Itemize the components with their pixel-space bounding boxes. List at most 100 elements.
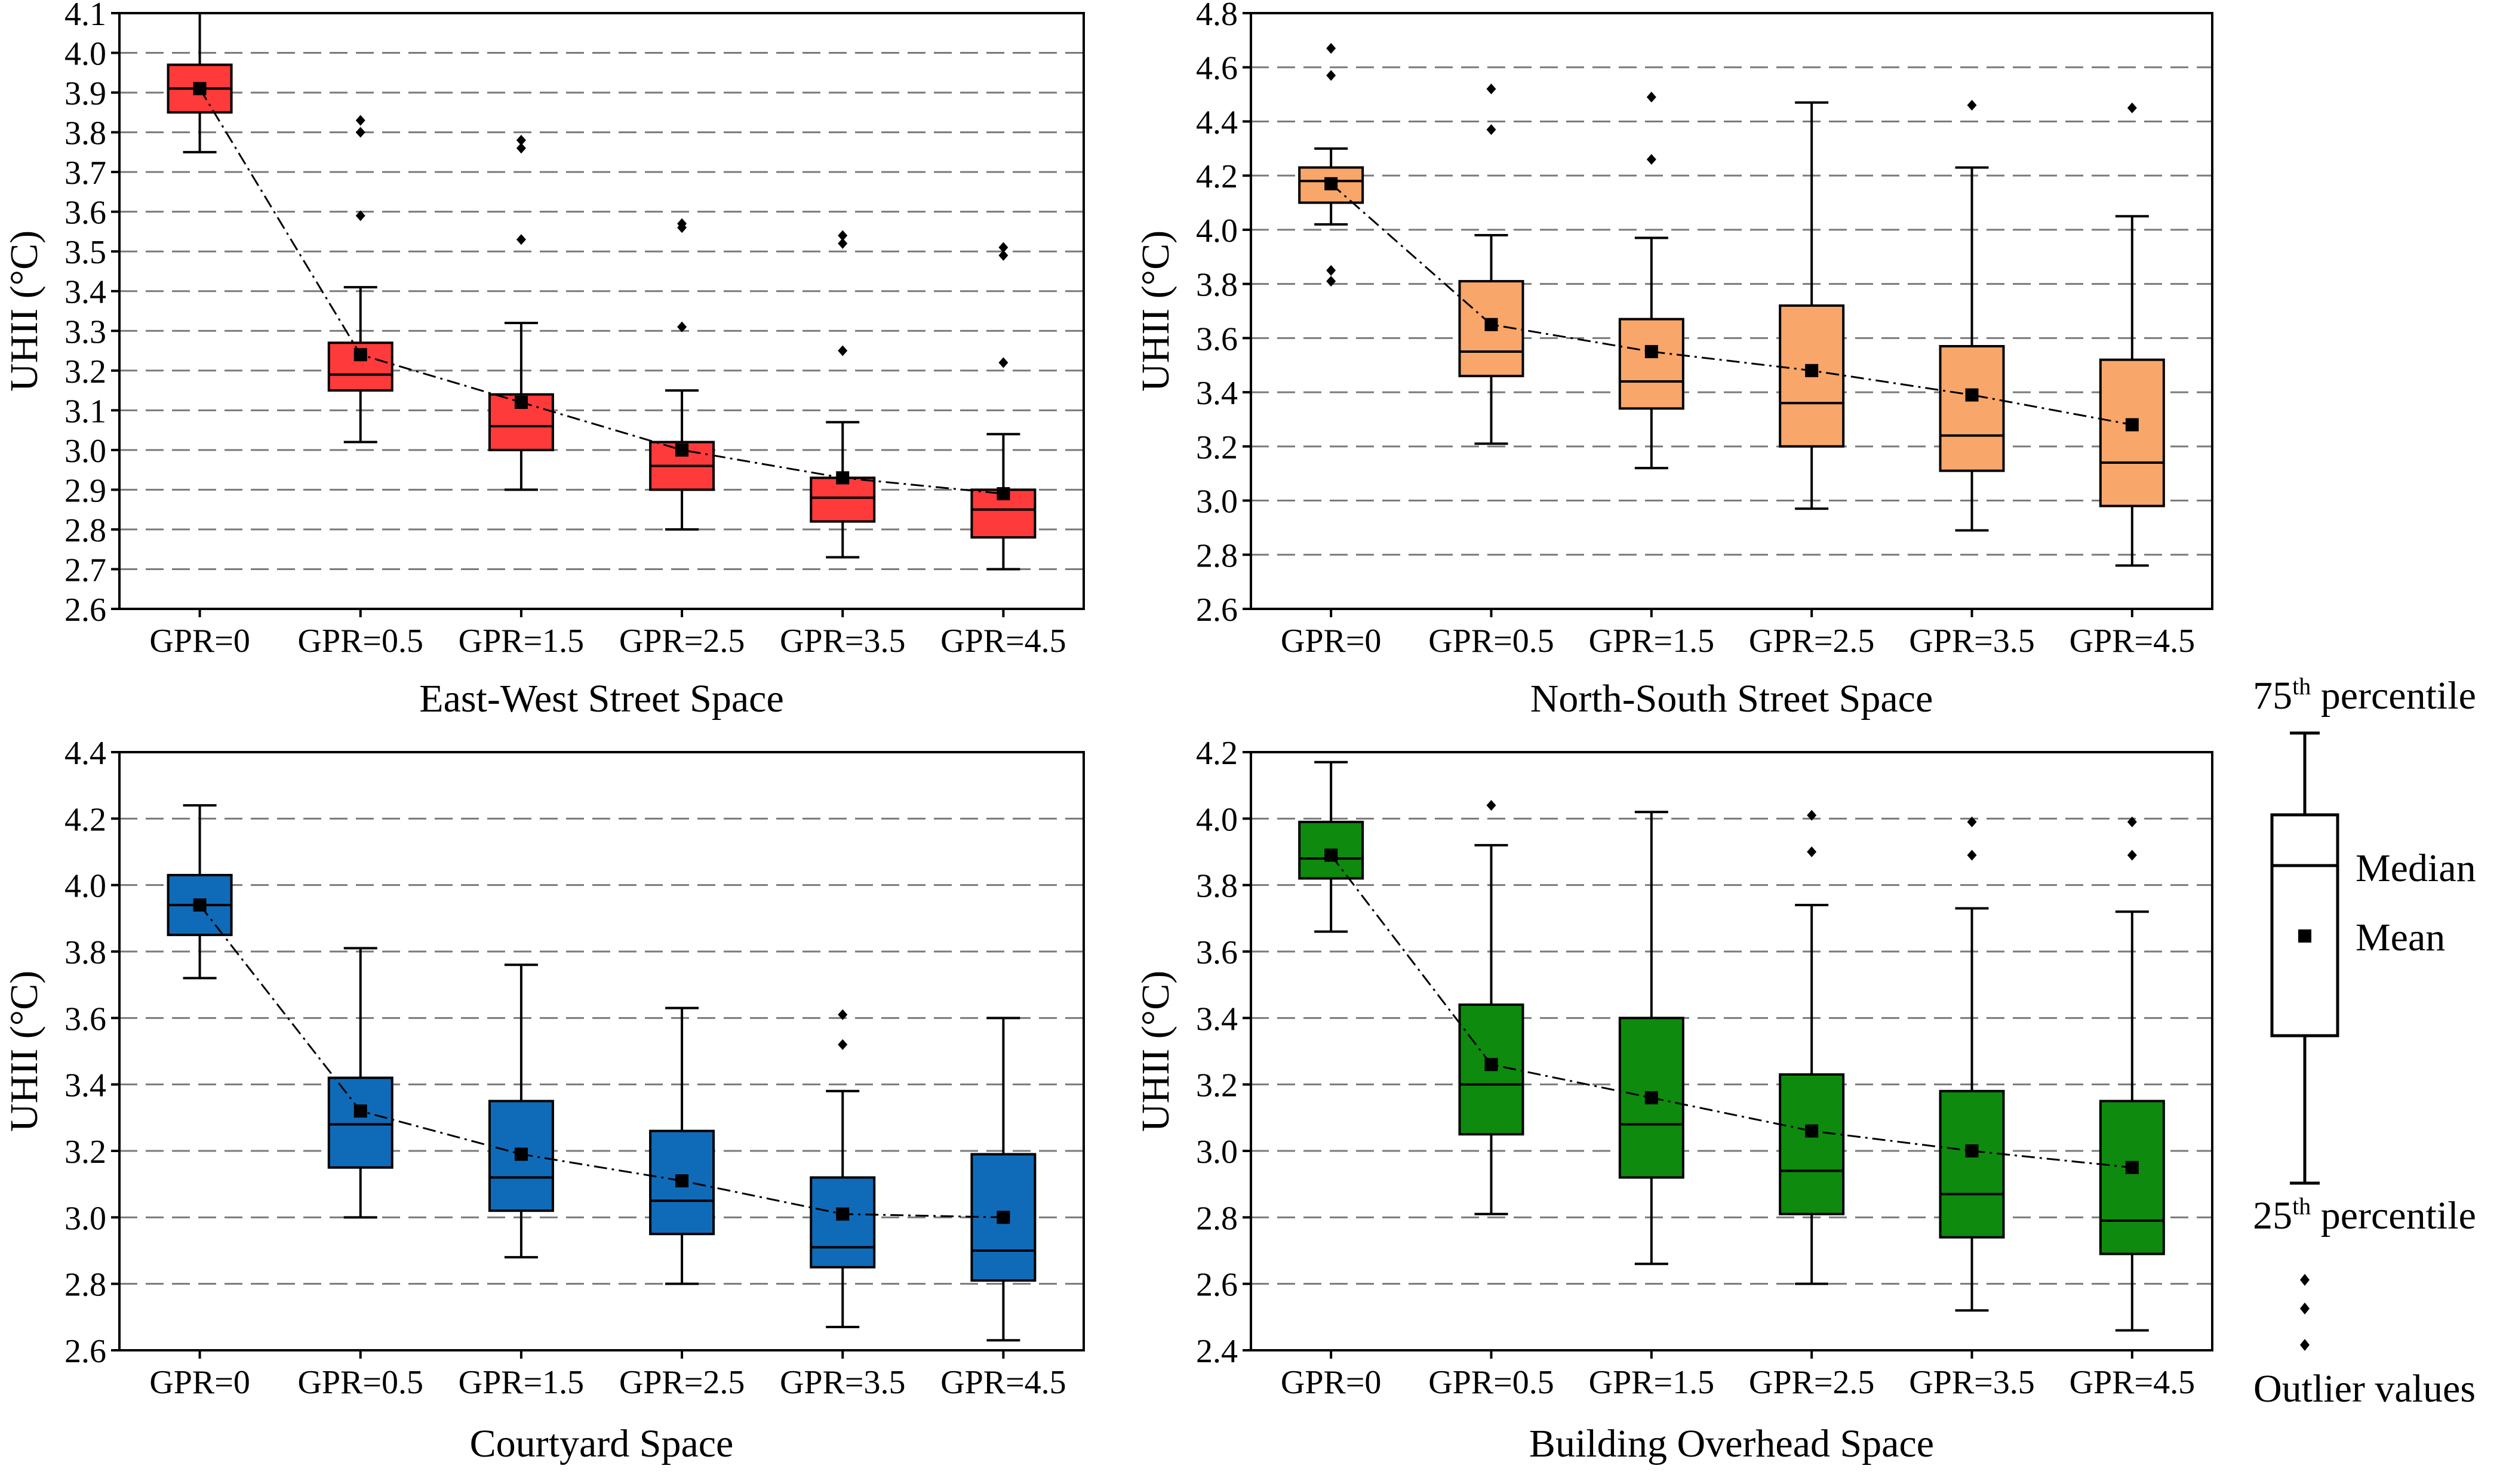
mean-marker	[353, 348, 367, 362]
y-tick-label: 3.0	[64, 1200, 106, 1237]
y-tick-label: 2.4	[1196, 1333, 1238, 1370]
plot-frame	[1250, 751, 2213, 1351]
x-tick-label: GPR=4.5	[940, 623, 1066, 660]
y-tick-label: 4.8	[1196, 0, 1238, 33]
y-tick-label: 3.2	[1196, 429, 1238, 466]
mean-marker	[836, 1207, 850, 1221]
plot-frame	[118, 751, 1085, 1351]
y-tick-label: 3.8	[64, 934, 106, 971]
y-tick-label: 3.4	[1196, 1000, 1238, 1037]
y-tick-label: 3.4	[64, 274, 106, 311]
outlier-marker	[1326, 264, 1336, 276]
outlier-marker	[998, 242, 1008, 253]
x-tick-label: GPR=2.5	[1749, 623, 1875, 660]
x-tick-label: GPR=1.5	[459, 1364, 585, 1401]
x-axis-title: Building Overhead Space	[1529, 1422, 1934, 1465]
y-tick-label: 4.6	[1196, 50, 1238, 87]
y-tick-label: 4.0	[64, 36, 106, 73]
outlier-marker	[516, 234, 526, 245]
mean-trend-line	[199, 88, 1004, 495]
legend-mean-label: Mean	[2356, 916, 2445, 959]
chart-panel-1: 2.62.72.82.93.03.13.23.33.43.53.63.73.83…	[2, 0, 1085, 721]
outlier-marker	[1486, 800, 1496, 811]
x-tick-label: GPR=1.5	[459, 623, 585, 660]
outlier-marker	[355, 127, 365, 138]
outlier-marker	[2127, 849, 2137, 861]
legend-box	[2270, 813, 2339, 1037]
x-tick-label: GPR=0	[1281, 1364, 1382, 1401]
outlier-marker	[1967, 816, 1977, 827]
y-axis-title: UHII (°C)	[2, 230, 46, 392]
y-tick-label: 2.8	[64, 1267, 106, 1304]
outlier-marker	[838, 1039, 848, 1050]
chart-panel-4: 2.4 2.6 2.8 3.0 3.2 3.4 3.6 3.8 4.0 4.2 GPR=0 GPR=0…	[1134, 735, 2213, 1465]
box-GPR=1.5	[488, 134, 554, 491]
y-tick-label: 4.0	[1196, 213, 1238, 250]
y-tick-label: 3.8	[64, 115, 106, 152]
x-tick-label: GPR=4.5	[940, 1364, 1066, 1401]
mean-marker	[997, 1211, 1010, 1224]
mean-marker	[1644, 1091, 1658, 1104]
box-GPR=2.5	[1779, 809, 1845, 1285]
outlier-marker	[1646, 153, 1656, 165]
y-tick-label: 3.6	[1196, 321, 1238, 358]
x-axis-title: North-South Street Space	[1530, 677, 1933, 721]
iqr-box	[2099, 1100, 2165, 1255]
mean-marker	[1965, 1144, 1979, 1157]
iqr-box	[1618, 318, 1684, 410]
mean-marker	[1484, 318, 1498, 331]
y-tick-label: 2.6	[64, 1333, 106, 1370]
mean-marker	[1805, 364, 1819, 377]
y-axis-title: UHII (°C)	[1134, 971, 1177, 1132]
x-tick-label: GPR=1.5	[1589, 1364, 1715, 1401]
x-tick-label: GPR=0.5	[297, 623, 423, 660]
mean-marker	[193, 898, 207, 912]
y-tick-label: 4.0	[1196, 801, 1238, 838]
x-tick-label: GPR=3.5	[780, 623, 906, 660]
y-tick-label: 2.8	[1196, 537, 1238, 574]
y-tick-label: 4.4	[1196, 104, 1238, 141]
y-tick-label: 3.7	[64, 155, 106, 192]
mean-marker	[514, 396, 528, 410]
y-tick-label: 3.3	[64, 313, 106, 350]
mean-trend-line	[1330, 183, 2133, 426]
y-tick-label: 3.0	[1196, 484, 1238, 521]
box-GPR=2.5	[649, 1006, 715, 1285]
iqr-box	[1939, 1089, 2005, 1239]
box-GPR=4.5	[970, 1017, 1037, 1342]
legend-outlier-markers	[2300, 1274, 2310, 1351]
outlier-marker	[1967, 849, 1977, 861]
outlier-marker	[838, 345, 848, 356]
y-tick-label: 2.8	[1196, 1200, 1238, 1237]
x-tick-label: GPR=0	[149, 623, 250, 660]
iqr-box	[1939, 344, 2005, 472]
outlier-marker	[2127, 816, 2137, 827]
outlier-marker	[1807, 809, 1817, 821]
mean-marker	[1324, 177, 1338, 190]
mean-marker	[193, 82, 207, 96]
mean-marker	[1484, 1058, 1498, 1072]
legend-median-label: Median	[2356, 846, 2476, 890]
mean-marker	[1805, 1124, 1819, 1138]
y-tick-label: 3.8	[1196, 267, 1238, 304]
mean-marker	[514, 1147, 528, 1161]
x-tick-label: GPR=0	[1281, 623, 1382, 660]
y-tick-label: 4.1	[64, 0, 106, 33]
chart-panel-2: 2.6 2.8 3.0 3.2 3.4 3.6 3.8 4.0 4.2 4.4 4.6 4.8 GPR=…	[1134, 0, 2213, 721]
plot-frame	[118, 12, 1085, 610]
y-tick-label: 4.2	[64, 801, 106, 838]
iqr-box	[2099, 358, 2165, 507]
x-tick-label: GPR=2.5	[619, 623, 745, 660]
x-tick-label: GPR=4.5	[2070, 1364, 2196, 1401]
box-GPR=4.5	[2099, 816, 2165, 1332]
outlier-marker	[1967, 100, 1977, 111]
y-tick-label: 3.0	[64, 433, 106, 470]
x-tick-label: GPR=1.5	[1589, 623, 1715, 660]
y-axis-title: UHII (°C)	[2, 971, 46, 1132]
y-tick-label: 3.6	[1196, 934, 1238, 971]
x-tick-label: GPR=0.5	[1428, 623, 1554, 660]
y-tick-label: 3.2	[64, 353, 106, 390]
x-tick-label: GPR=3.5	[1909, 1364, 2035, 1401]
y-tick-label: 2.9	[64, 472, 106, 509]
x-tick-label: GPR=0	[149, 1364, 250, 1401]
